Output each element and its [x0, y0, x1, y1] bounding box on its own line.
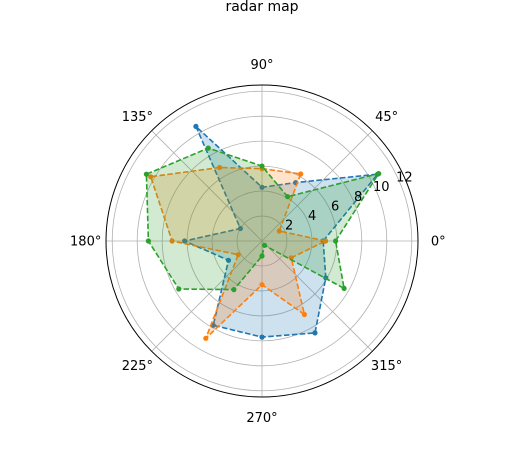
angle-label-135: 135°: [122, 110, 153, 125]
spoke-45°: [261, 130, 373, 242]
grid-circle-8: [161, 140, 363, 342]
r-tick-label-10: 10: [373, 180, 390, 195]
series-3-point-4: [259, 163, 265, 169]
series-3-point-2: [376, 171, 382, 177]
grid-circle-10: [136, 115, 388, 367]
r-tick-label-8: 8: [354, 190, 362, 205]
series-2-point-11: [301, 311, 307, 318]
series-1-point-11: [312, 330, 318, 336]
grid-circle-12: [111, 90, 413, 392]
grid-circle-2: [236, 215, 288, 267]
series-1-point-8: [225, 257, 232, 263]
series-2-point-5: [217, 164, 223, 171]
series-3: [143, 145, 382, 293]
spoke-315°: [261, 240, 373, 352]
series-3-point-11: [261, 242, 268, 248]
series-2-point-8: [235, 252, 241, 258]
series-3-point-9: [231, 287, 237, 293]
angle-label-225: 225°: [122, 359, 153, 374]
series-1-point-7: [182, 238, 188, 244]
polar-frame: [105, 84, 419, 398]
angle-label-45: 45°: [375, 110, 398, 125]
series-3-point-8: [176, 286, 182, 292]
series-2-point-2: [276, 228, 282, 234]
series-3-point-12: [341, 285, 347, 291]
spoke-225°: [151, 240, 263, 352]
series-3-point-1: [333, 238, 339, 244]
angle-label-180: 180°: [70, 235, 101, 250]
series-3-point-7: [145, 238, 151, 244]
series-1-point-6: [237, 225, 243, 232]
series-2-point-6: [148, 174, 154, 180]
angle-label-0: 0°: [431, 235, 446, 250]
r-tick-label-6: 6: [331, 199, 339, 214]
series-1-point-5: [193, 123, 199, 129]
angle-label-90: 90°: [250, 58, 273, 73]
series-3-fill: [146, 148, 379, 290]
spoke-135°: [151, 130, 263, 242]
series-3-point-10: [259, 253, 265, 259]
r-tick-label-12: 12: [396, 171, 413, 186]
series-2-point-1: [323, 238, 329, 244]
series-3-point-3: [285, 194, 291, 200]
series-2-point-12: [288, 255, 294, 261]
series-1-point-4: [259, 184, 265, 190]
series-2-point-7: [169, 238, 175, 244]
angle-label-270: 270°: [246, 411, 277, 426]
r-tick-label-2: 2: [285, 218, 293, 233]
series-2-point-9: [203, 335, 209, 341]
grid-circle-4: [211, 190, 313, 292]
series-3-point-5: [205, 145, 211, 151]
series-3-point-6: [143, 171, 149, 177]
chart-title: radar map: [225, 0, 298, 15]
series-2-point-3: [298, 171, 304, 177]
series-2-point-10: [259, 282, 265, 288]
series-1-point-10: [259, 334, 265, 340]
series-layer: [143, 123, 382, 341]
r-tick-label-4: 4: [308, 209, 316, 224]
angle-label-315: 315°: [371, 359, 402, 374]
